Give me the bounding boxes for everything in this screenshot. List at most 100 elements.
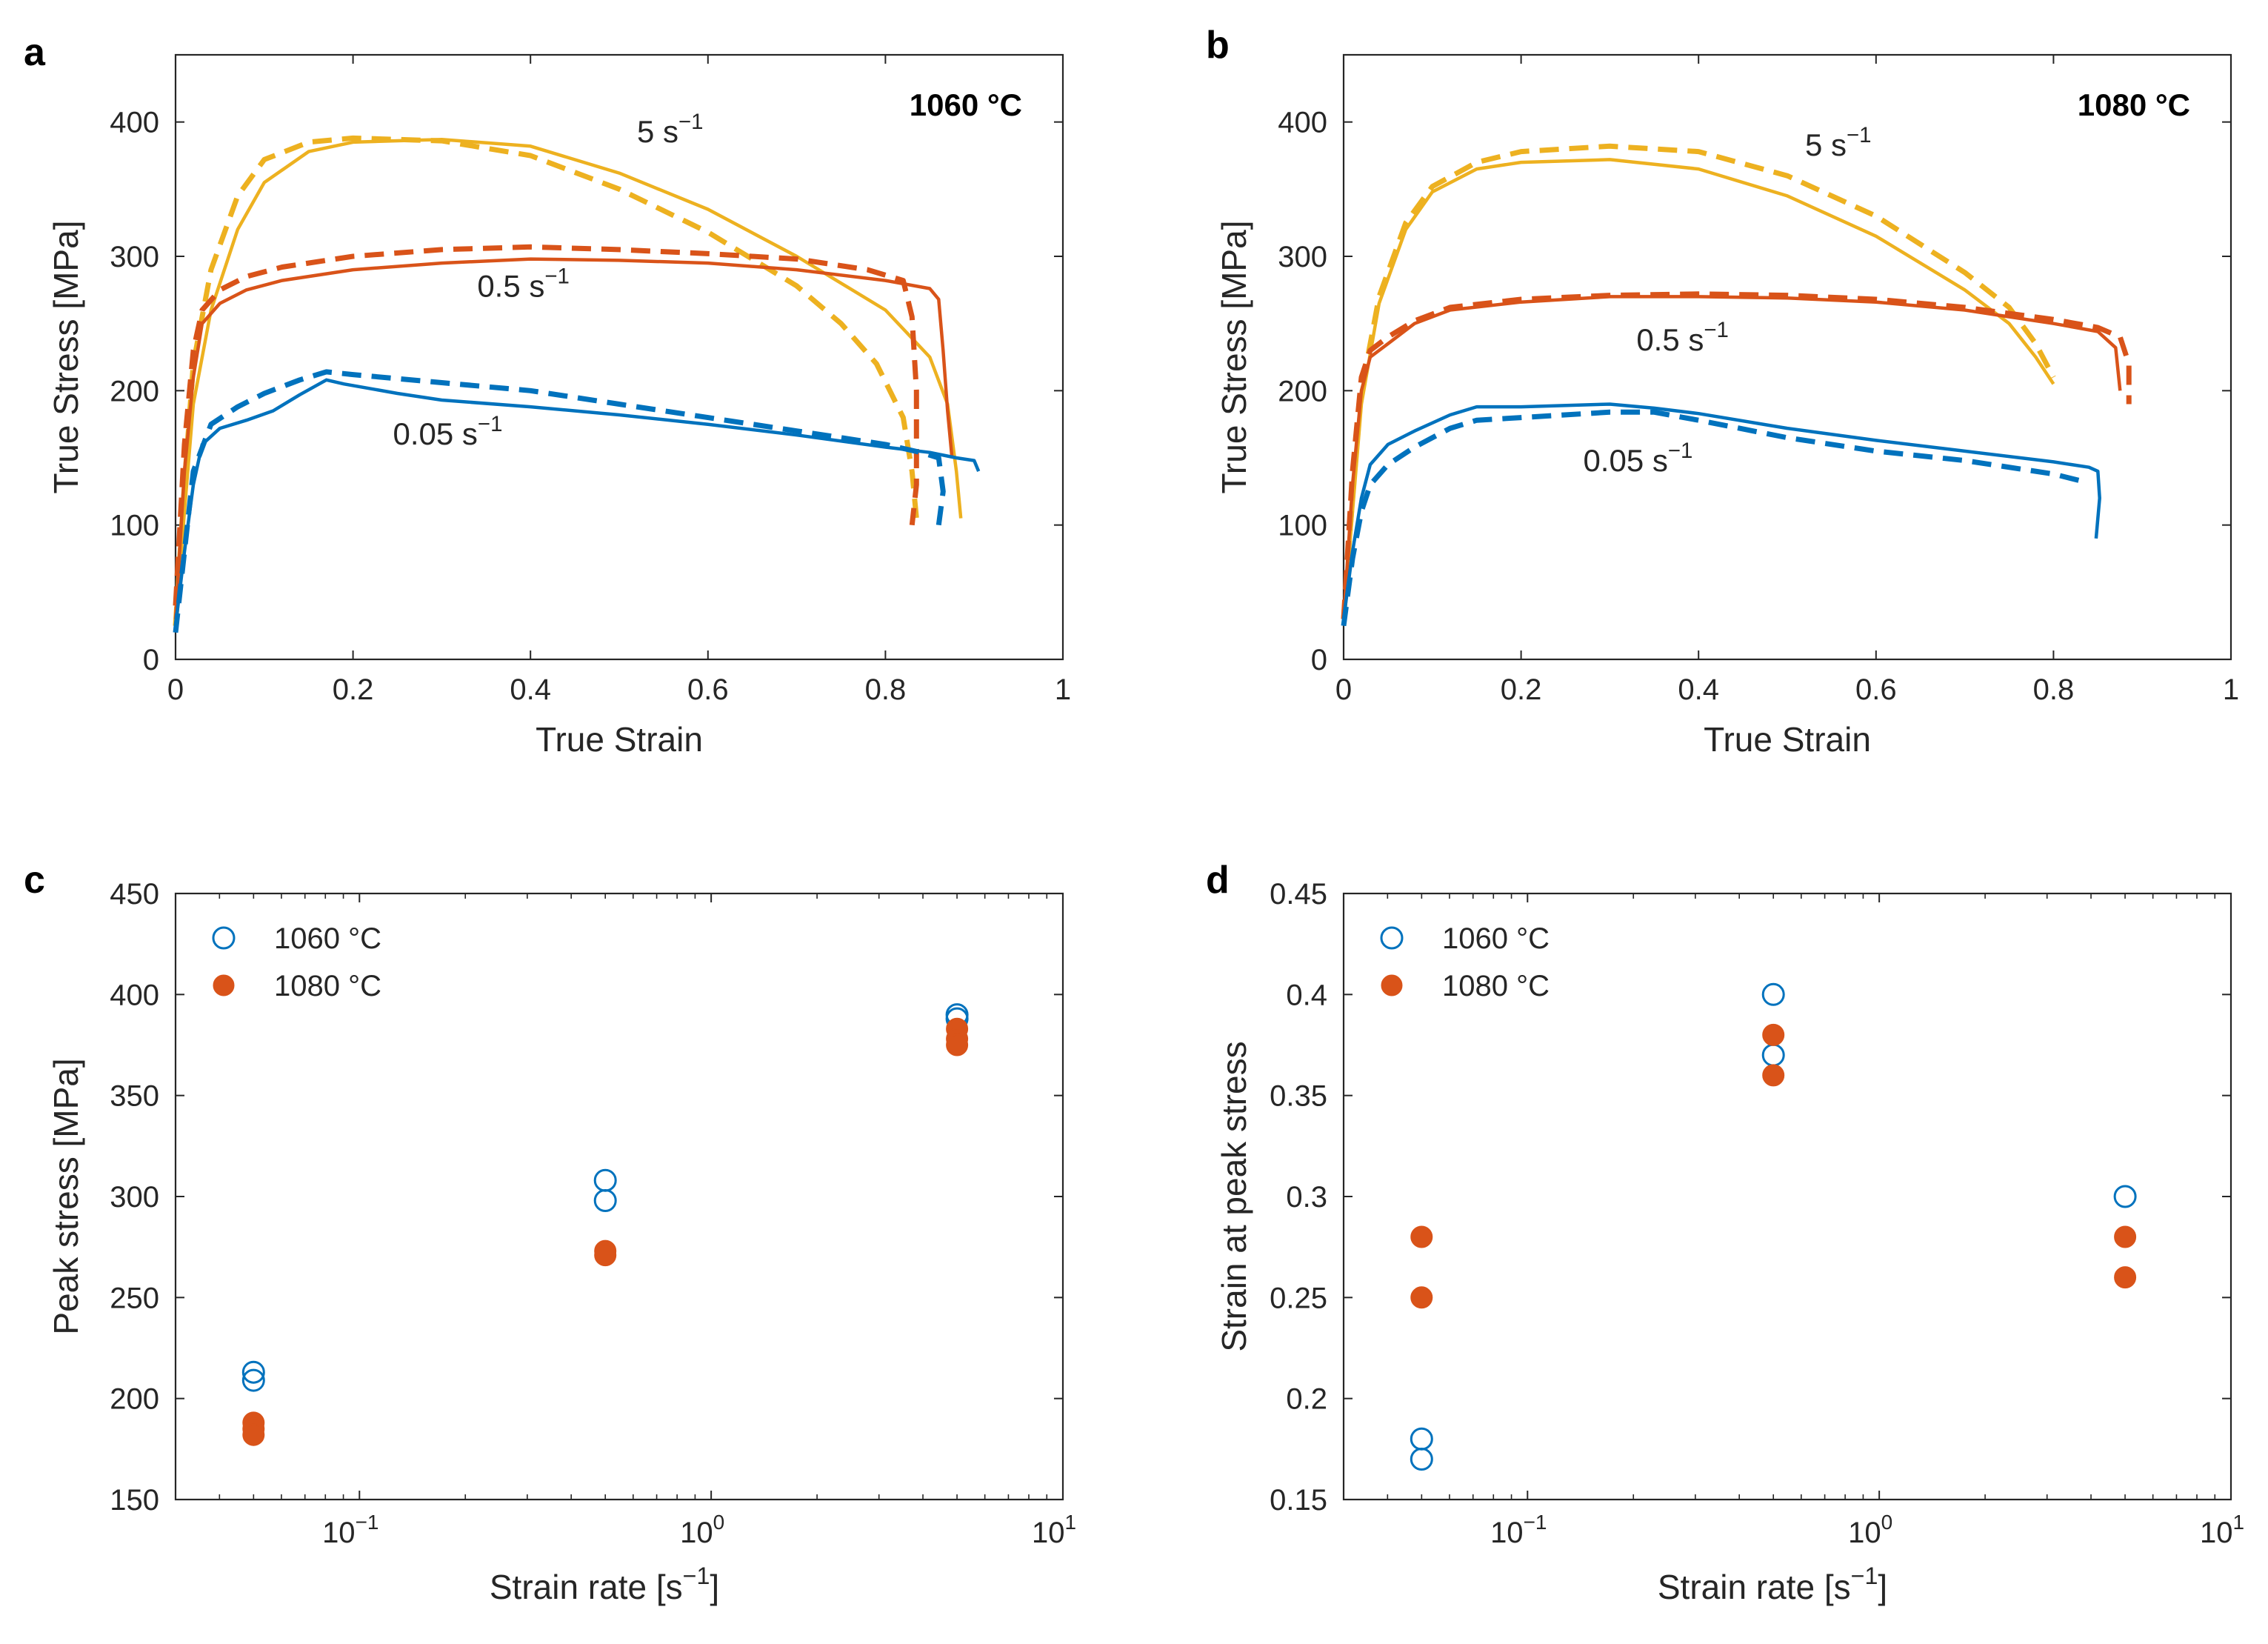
y-tick-label: 0: [143, 644, 159, 676]
y-tick-label: 450: [110, 878, 159, 911]
y-tick-label: 200: [110, 375, 159, 407]
y-tick-label: 0.3: [1286, 1181, 1327, 1214]
x-tick-label: 0: [167, 673, 184, 706]
curve-annotation: 5 s−1: [1805, 123, 1872, 162]
x-tick-label: 100: [680, 1511, 724, 1549]
x-tick-label-sup: 0: [713, 1511, 725, 1534]
y-tick-label: 350: [110, 1080, 159, 1113]
marker-open: [2113, 1185, 2137, 1208]
x-tick-label: 0.4: [1678, 673, 1719, 706]
x-tick-label-base: 10: [2200, 1517, 2233, 1549]
panel-d: d 10−1 100 1010.150.20.250.30.350.40.45Str…: [1206, 859, 2244, 1606]
curve-blue-dashed: [173, 369, 946, 633]
x-tick-label: 0.6: [687, 673, 729, 706]
y-tick-label: 0.25: [1270, 1282, 1327, 1314]
marker-filled: [2114, 1225, 2137, 1248]
x-axis-label: Strain rate [s−1]: [1658, 1563, 1887, 1606]
x-tick-label-sup: 1: [2232, 1511, 2244, 1534]
marker-open: [241, 1360, 265, 1384]
y-tick-label: 400: [1278, 107, 1327, 139]
x-tick-label: 10−1: [322, 1511, 378, 1549]
x-tick-label: 0.4: [510, 673, 551, 706]
marker-filled: [2114, 1266, 2137, 1289]
curve-annotation: 5 s−1: [637, 110, 704, 149]
marker-filled: [946, 1034, 969, 1056]
marker-filled: [594, 1244, 617, 1267]
y-tick-label: 0: [1311, 644, 1327, 676]
curve-annotation-base: 0.5 s: [477, 268, 544, 303]
legend-marker: [1381, 974, 1403, 996]
x-axis-label: True Strain: [536, 720, 703, 759]
curve-annotation-sup: −1: [478, 412, 503, 436]
curve-annotation-base: 0.5 s: [1636, 322, 1704, 357]
temperature-label: 1060 °C: [910, 87, 1022, 122]
x-tick-label-base: 10: [1490, 1517, 1524, 1549]
x-tick-label-sup: −1: [1524, 1511, 1547, 1534]
x-axis-label: True Strain: [1704, 720, 1871, 759]
y-tick-label: 300: [110, 241, 159, 273]
y-tick-label: 300: [1278, 241, 1327, 273]
x-tick-label: 0.6: [1855, 673, 1897, 706]
axes-box: [1342, 53, 2232, 661]
y-tick-label: 0.45: [1270, 878, 1327, 911]
x-tick-label: 101: [1032, 1511, 1076, 1549]
legend-marker: [1380, 926, 1404, 950]
curve-yellow-solid: [1341, 158, 2055, 619]
x-tick-label-base: 10: [680, 1517, 713, 1549]
x-tick-label-base: 10: [1032, 1517, 1065, 1549]
x-tick-label-sup: 1: [1064, 1511, 1076, 1534]
x-tick-label-sup: 0: [1881, 1511, 1893, 1534]
marker-filled: [1762, 1064, 1785, 1087]
y-tick-label: 0.2: [1286, 1383, 1327, 1416]
curve-annotation-sup: −1: [1704, 318, 1729, 342]
y-axis-label: Peak stress [MPa]: [47, 1058, 85, 1334]
x-tick-label-base: 10: [322, 1517, 356, 1549]
legend-label: 1060 °C: [1442, 922, 1550, 955]
y-tick-label: 200: [110, 1383, 159, 1416]
marker-open: [593, 1189, 617, 1212]
curve-orange-solid: [173, 257, 954, 619]
y-tick-label: 100: [110, 510, 159, 542]
y-tick-label: 400: [110, 979, 159, 1011]
panel-a: a 0 0.2 0.4 0.6 0.8 1 0 100 200 300 400 True Strain…: [24, 31, 1071, 759]
y-tick-label: 0.35: [1270, 1080, 1327, 1113]
panel-a-letter: a: [24, 31, 46, 74]
temperature-label: 1080 °C: [2078, 87, 2190, 122]
panel-b-letter: b: [1206, 24, 1230, 67]
marker-filled: [1762, 1023, 1785, 1046]
x-tick-label-base: 10: [1848, 1517, 1881, 1549]
marker-open: [1761, 982, 1785, 1006]
curve-blue-solid: [173, 378, 981, 626]
curve-annotation: 0.05 s−1: [393, 412, 503, 451]
marker-filled: [242, 1423, 265, 1446]
x-tick-label-sup: −1: [356, 1511, 379, 1534]
curve-annotation-sup: −1: [1847, 123, 1872, 147]
curve-annotation-base: 0.05 s: [1583, 443, 1667, 478]
curve-annotation-base: 0.05 s: [393, 416, 478, 451]
curve-annotation-sup: −1: [544, 264, 570, 288]
legend-label: 1060 °C: [274, 922, 381, 955]
legend-label: 1080 °C: [1442, 970, 1550, 1002]
marker-filled: [1410, 1286, 1433, 1309]
marker-open: [1410, 1427, 1433, 1451]
x-tick-label: 10−1: [1490, 1511, 1547, 1549]
x-axis-label: Strain rate [s−1]: [490, 1563, 719, 1606]
x-tick-label: 0.8: [865, 673, 907, 706]
curve-blue-dashed: [1341, 409, 2081, 627]
x-tick-label: 1: [2223, 673, 2239, 706]
y-tick-label: 200: [1278, 375, 1327, 407]
y-axis-label: True Stress [MPa]: [1215, 221, 1253, 494]
legend-marker: [213, 974, 235, 996]
marker-open: [593, 1168, 617, 1192]
x-tick-label: 0.2: [333, 673, 374, 706]
y-tick-label: 250: [110, 1282, 159, 1314]
legend-label: 1080 °C: [274, 970, 381, 1002]
y-tick-label: 100: [1278, 510, 1327, 542]
y-tick-label: 0.4: [1286, 979, 1327, 1011]
marker-open: [1410, 1448, 1433, 1471]
curve-yellow-dashed: [173, 135, 919, 626]
x-tick-label: 0.8: [2033, 673, 2075, 706]
curve-annotation-base: 5 s: [1805, 127, 1847, 162]
curve-annotation-sup: −1: [678, 110, 704, 134]
curve-orange-dashed: [1341, 291, 2132, 619]
